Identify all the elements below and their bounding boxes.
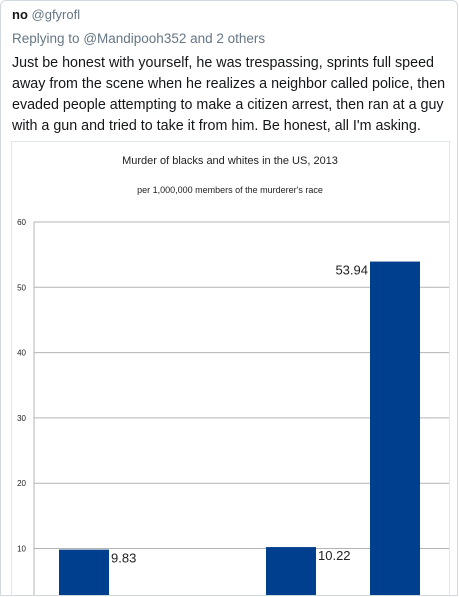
chart-subtitle: per 1,000,000 members of the murderer's … xyxy=(137,185,323,195)
y-tick-label: 50 xyxy=(17,283,26,292)
chart-image[interactable]: Murder of blacks and whites in the US, 2… xyxy=(11,141,450,595)
bar-2 xyxy=(266,547,316,595)
bar-data-label-3: 53.94 xyxy=(335,263,368,278)
bar-chart: Murder of blacks and whites in the US, 2… xyxy=(17,155,449,595)
replying-others[interactable]: and 2 others xyxy=(190,31,266,46)
y-tick-label: 20 xyxy=(17,479,26,488)
replying-prefix: Replying to xyxy=(12,31,80,46)
chart-title: Murder of blacks and whites in the US, 2… xyxy=(122,155,338,167)
y-axis-ticks: 10 20 30 40 50 60 xyxy=(17,218,26,554)
bar-1 xyxy=(59,549,109,595)
y-tick-label: 30 xyxy=(17,414,26,423)
chart-bars xyxy=(59,261,420,595)
replying-to-line: Replying to @Mandipooh352 and 2 others xyxy=(12,31,265,46)
tweet-text: Just be honest with yourself, he was tre… xyxy=(12,55,446,134)
bar-data-label-1: 9.83 xyxy=(111,551,136,566)
replying-to-user[interactable]: @Mandipooh352 xyxy=(83,31,187,46)
bar-3 xyxy=(370,261,420,595)
y-tick-label: 10 xyxy=(17,545,26,554)
y-tick-label: 40 xyxy=(17,349,26,358)
author-name[interactable]: no xyxy=(12,7,28,22)
bar-data-label-2: 10.22 xyxy=(318,548,351,563)
tweet-header: no @gfyrofl xyxy=(12,7,80,22)
author-handle[interactable]: @gfyrofl xyxy=(31,7,81,22)
chart-grid xyxy=(33,221,449,595)
y-tick-label: 60 xyxy=(17,218,26,227)
chart-data-labels: 9.83 10.22 53.94 xyxy=(111,263,368,566)
